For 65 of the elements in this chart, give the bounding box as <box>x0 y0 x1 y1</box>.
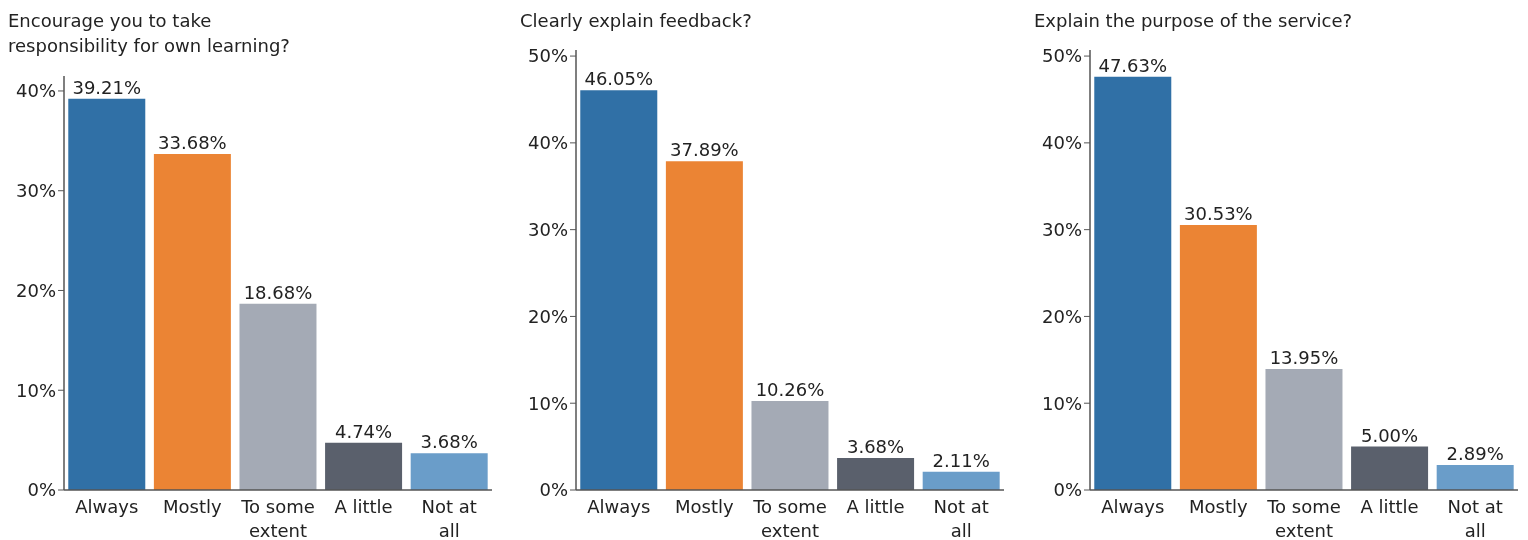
bar <box>922 471 1000 490</box>
y-tick-label: 10% <box>527 392 568 414</box>
y-tick-label: 20% <box>15 279 56 301</box>
y-tick-label: 10% <box>1041 392 1082 414</box>
data-label: 13.95% <box>1269 346 1339 368</box>
y-tick-label: 0% <box>1053 479 1082 501</box>
x-tick-label: Mostly <box>1189 496 1249 518</box>
bar <box>665 161 743 490</box>
y-tick-label: 40% <box>1041 132 1082 154</box>
data-label: 2.11% <box>932 449 990 471</box>
bar <box>239 303 317 490</box>
y-tick-label: 20% <box>1041 305 1082 327</box>
bar <box>410 453 488 490</box>
data-label: 39.21% <box>72 76 142 98</box>
chart-title: Encourage you to take responsibility for own learning? <box>8 9 291 58</box>
y-tick-label: 40% <box>15 80 56 102</box>
bar <box>325 442 403 490</box>
bar <box>68 98 146 490</box>
y-tick-label: 0% <box>27 479 56 501</box>
data-label: 3.68% <box>420 431 478 453</box>
data-label: 33.68% <box>158 132 227 154</box>
x-tick-label: Always <box>587 496 651 518</box>
x-tick-label: Not at all <box>933 496 989 540</box>
y-tick-label: 0% <box>539 479 568 501</box>
y-tick-label: 50% <box>1041 45 1082 67</box>
bar <box>1179 225 1257 490</box>
y-tick-label: 40% <box>527 132 568 154</box>
x-tick-label: To some extent <box>1266 496 1341 540</box>
data-label: 10.26% <box>755 378 825 400</box>
data-label: 46.05% <box>584 68 654 90</box>
x-tick-label: To some extent <box>752 496 827 540</box>
x-tick-label: A little <box>846 496 905 518</box>
x-tick-label: Always <box>1101 496 1165 518</box>
bar <box>1265 368 1343 490</box>
data-label: 4.74% <box>334 420 393 442</box>
x-tick-label: A little <box>334 496 393 518</box>
bar <box>751 400 829 490</box>
y-tick-label: 30% <box>15 180 56 202</box>
bar <box>837 458 915 490</box>
y-tick-label: 30% <box>527 219 568 241</box>
data-label: 47.63% <box>1098 54 1168 76</box>
bar <box>1094 76 1172 490</box>
bar <box>153 154 231 490</box>
x-tick-label: Mostly <box>163 496 223 518</box>
x-tick-label: To some extent <box>240 496 315 540</box>
bar <box>1436 464 1514 490</box>
chart-title: Clearly explain feedback? <box>520 9 753 33</box>
data-label: 2.89% <box>1446 442 1504 464</box>
data-label: 18.68% <box>243 281 313 303</box>
y-tick-label: 30% <box>1041 219 1082 241</box>
y-tick-label: 10% <box>15 379 56 401</box>
y-tick-label: 50% <box>527 45 568 67</box>
x-tick-label: Not at all <box>421 496 477 540</box>
x-tick-label: Always <box>75 496 139 518</box>
data-label: 37.89% <box>670 139 739 161</box>
x-tick-label: Mostly <box>675 496 735 518</box>
bar <box>1351 446 1429 490</box>
chart-title: Explain the purpose of the service? <box>1034 9 1354 33</box>
bar <box>580 90 658 490</box>
data-label: 3.68% <box>846 436 905 458</box>
y-tick-label: 20% <box>527 305 568 327</box>
data-label: 30.53% <box>1184 203 1253 225</box>
x-tick-label: A little <box>1360 496 1419 518</box>
x-tick-label: Not at all <box>1447 496 1503 540</box>
data-label: 5.00% <box>1360 424 1419 446</box>
